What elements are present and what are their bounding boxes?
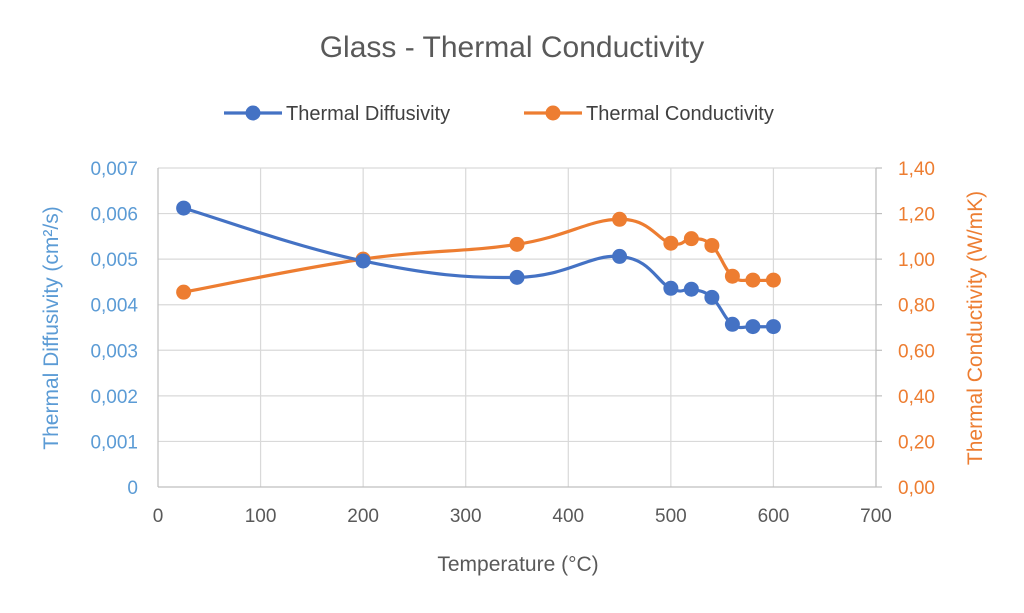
thermal-conductivity-point <box>612 211 628 227</box>
thermal-conductivity-line <box>183 217 774 294</box>
x-tick-label: 400 <box>552 506 584 527</box>
y-axis-left-label: Thermal Diffusivity (cm²/s) <box>40 206 63 449</box>
tick-labels: 0 0,001 0,002 0,003 0,004 0,005 0,006 0,007 0,00… <box>90 159 935 527</box>
thermal-diffusivity-line <box>183 206 774 330</box>
y-right-tick-label: 0,60 <box>898 341 935 362</box>
thermal-diffusivity-point <box>724 316 740 332</box>
thermal-diffusivity-point <box>765 319 781 335</box>
series-layer <box>176 200 781 335</box>
thermal-conductivity-point <box>683 231 699 247</box>
series-thermal-diffusivity <box>176 200 781 335</box>
y-right-tick-label: 1,20 <box>898 205 935 226</box>
y-left-tick-label: 0,001 <box>90 432 138 453</box>
y-right-tick-label: 1,00 <box>898 250 935 271</box>
y-right-tick-label: 0,80 <box>898 296 935 317</box>
chart-title: Glass - Thermal Conductivity <box>320 31 705 64</box>
x-tick-label: 200 <box>347 506 379 527</box>
thermal-conductivity-point <box>765 272 781 288</box>
y-right-tick-label: 0,40 <box>898 387 935 408</box>
y-left-tick-label: 0,004 <box>90 296 138 317</box>
y-left-tick-label: 0,007 <box>90 159 138 180</box>
x-tick-label: 300 <box>450 506 482 527</box>
legend-marker <box>245 105 261 121</box>
x-tick-label: 0 <box>153 506 164 527</box>
y-left-tick-label: 0,005 <box>90 250 138 271</box>
y-axis-right-label: Thermal Conductivity (W/mK) <box>964 191 987 465</box>
legend-item-thermal-conductivity: Thermal Conductivity <box>524 103 774 125</box>
thermal-diffusivity-point <box>704 289 720 305</box>
thermal-diffusivity-point <box>176 200 192 216</box>
axes <box>157 167 882 488</box>
y-right-tick-label: 0,20 <box>898 432 935 453</box>
x-axis-label: Temperature (°C) <box>437 553 598 576</box>
thermal-diffusivity-point <box>355 253 371 269</box>
gridlines <box>158 167 877 487</box>
y-left-tick-label: 0 <box>127 478 138 499</box>
y-right-tick-label: 0,00 <box>898 478 935 499</box>
y-left-tick-label: 0,002 <box>90 387 138 408</box>
y-right-tick-label: 1,40 <box>898 159 935 180</box>
thermal-conductivity-point <box>663 235 679 251</box>
legend-item-thermal-diffusivity: Thermal Diffusivity <box>224 103 450 125</box>
thermal-diffusivity-point <box>683 281 699 297</box>
x-tick-label: 100 <box>245 506 277 527</box>
thermal-conductivity-point <box>745 272 761 288</box>
legend: Thermal Diffusivity Thermal Conductivity <box>224 103 774 125</box>
legend-label: Thermal Conductivity <box>586 103 774 125</box>
thermal-conductivity-point <box>704 237 720 253</box>
y-left-tick-label: 0,006 <box>90 205 138 226</box>
x-tick-label: 600 <box>758 506 790 527</box>
thermal-diffusivity-point <box>612 248 628 264</box>
thermal-conductivity-point <box>176 284 192 300</box>
x-tick-label: 700 <box>860 506 892 527</box>
thermal-diffusivity-point <box>509 269 525 285</box>
thermal-conductivity-point <box>509 236 525 252</box>
thermal-conductivity-point <box>724 268 740 284</box>
x-tick-label: 500 <box>655 506 687 527</box>
thermal-diffusivity-point <box>663 280 679 296</box>
y-left-tick-label: 0,003 <box>90 341 138 362</box>
legend-label: Thermal Diffusivity <box>286 103 450 125</box>
legend-marker <box>545 105 561 121</box>
thermal-diffusivity-point <box>745 319 761 335</box>
